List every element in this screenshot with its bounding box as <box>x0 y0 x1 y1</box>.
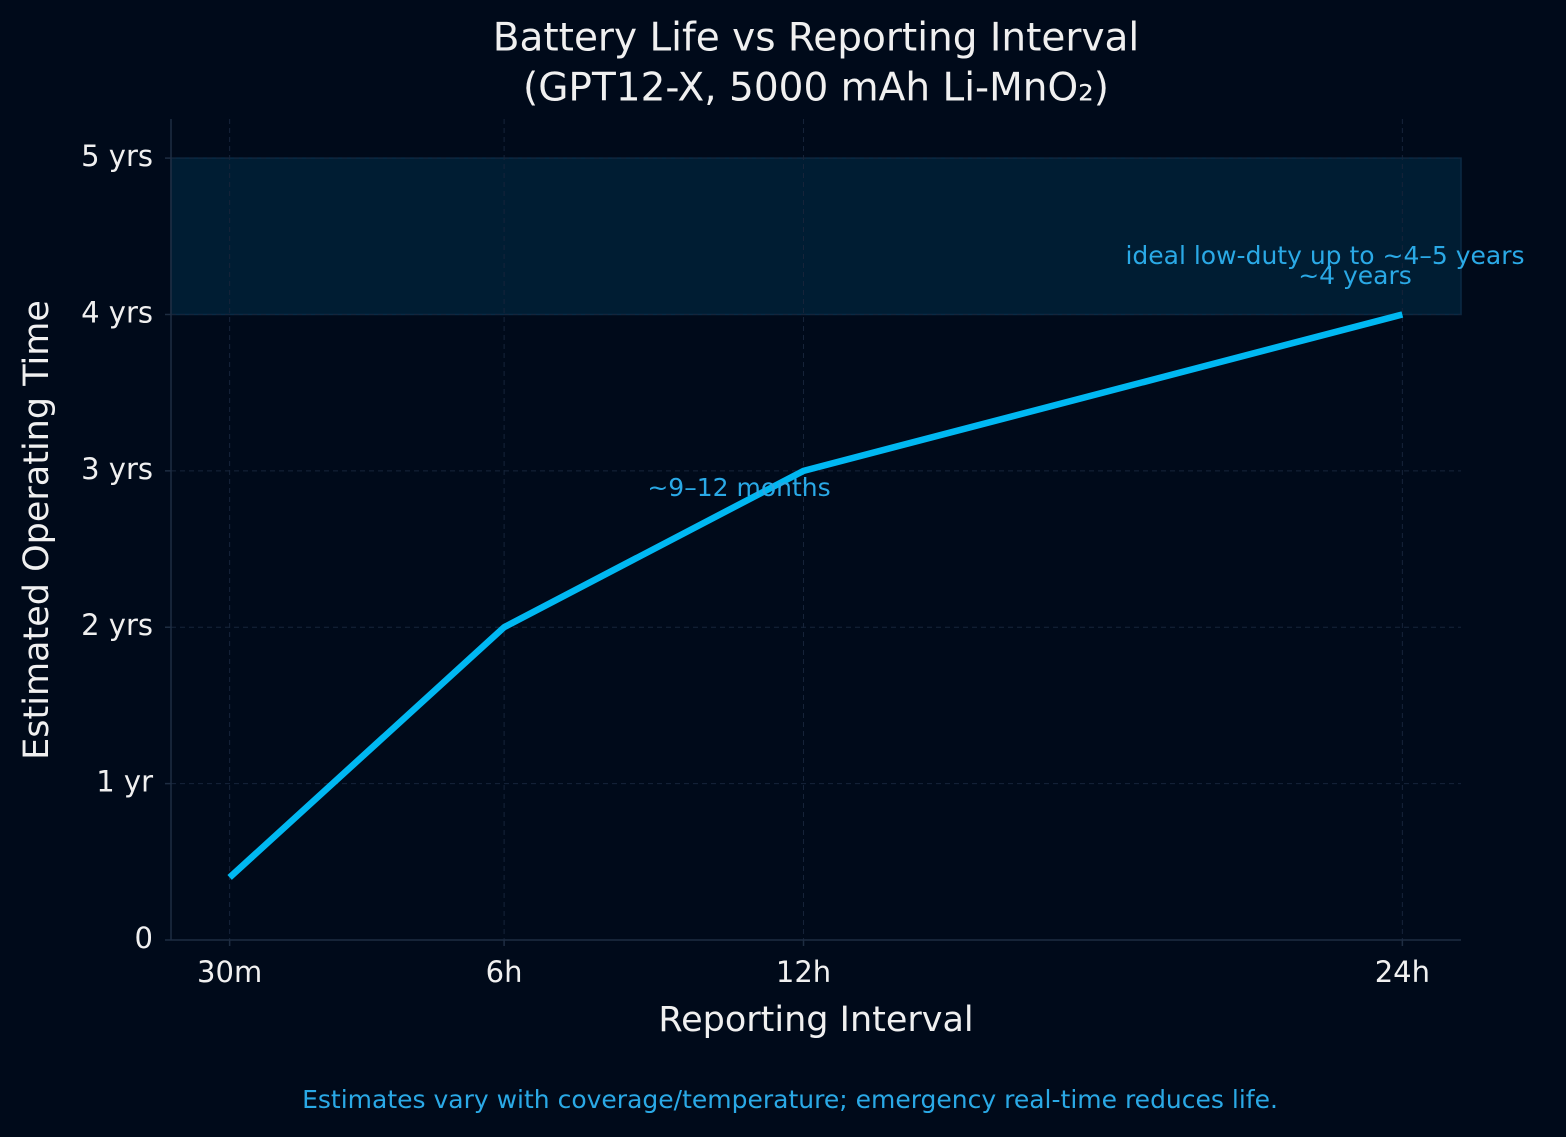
annotation: ~4 years <box>1298 261 1412 290</box>
y-tick-label: 2 yrs <box>81 608 153 642</box>
y-tick-label: 5 yrs <box>81 139 153 173</box>
x-axis-label: Reporting Interval <box>658 1000 973 1040</box>
y-axis-label: Estimated Operating Time <box>17 300 57 760</box>
y-tick-label: 3 yrs <box>81 452 153 486</box>
annotation: ideal low-duty up to ~4–5 years <box>1125 241 1524 270</box>
annotation: ~9–12 months <box>647 473 830 502</box>
x-tick-label: 24h <box>1375 955 1430 989</box>
y-tick-label: 4 yrs <box>81 295 153 329</box>
chart-subtitle: (GPT12-X, 5000 mAh Li-MnO₂) <box>523 66 1109 111</box>
x-tick-label: 12h <box>776 955 831 989</box>
chart-title: Battery Life vs Reporting Interval <box>493 16 1140 61</box>
data-line <box>227 311 1404 880</box>
x-tick-label: 6h <box>486 955 523 989</box>
y-tick-label: 0 <box>135 921 153 955</box>
shaded-band <box>170 157 1462 316</box>
footnote: Estimates vary with coverage/temperature… <box>302 1085 1278 1114</box>
x-tick-label: 30m <box>197 955 262 989</box>
y-tick-label: 1 yr <box>96 765 153 799</box>
